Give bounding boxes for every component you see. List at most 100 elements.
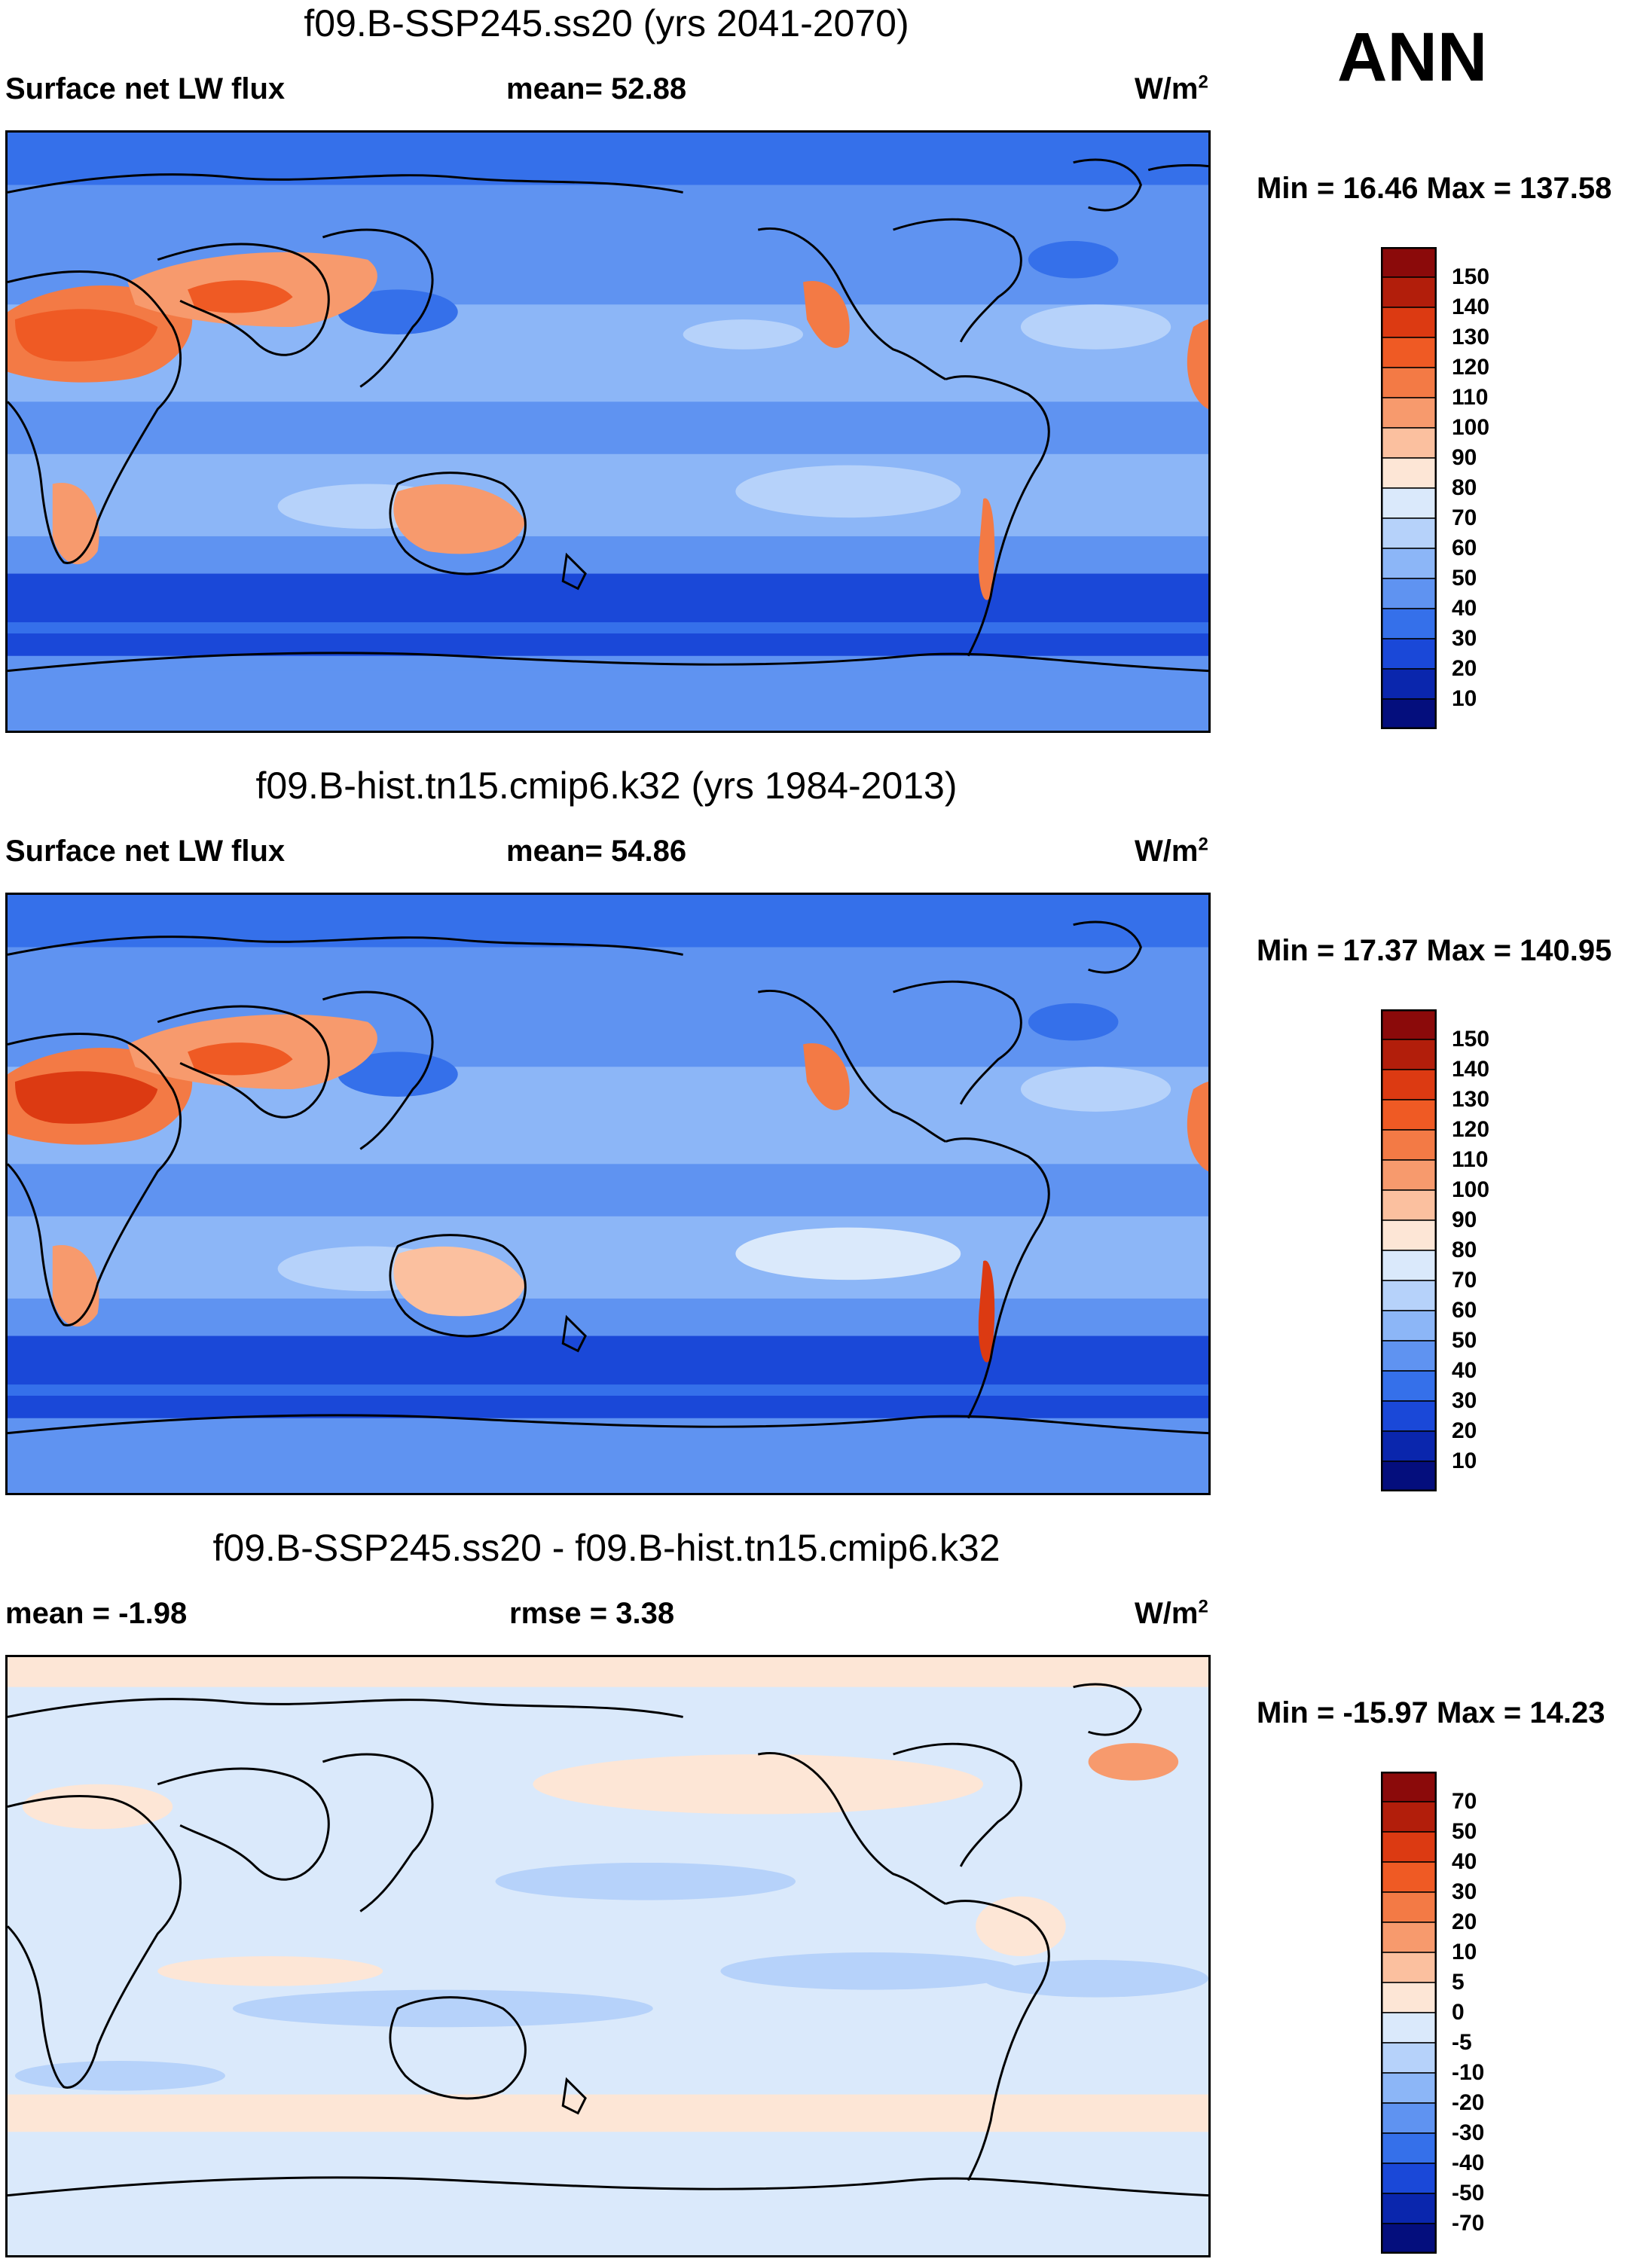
colorbar-swatch xyxy=(1381,1039,1437,1070)
colorbar-tick-label: 100 xyxy=(1452,415,1490,440)
panel-2-minmax: Min = 17.37 Max = 140.95 xyxy=(1257,934,1612,967)
colorbar-frame xyxy=(1381,1772,1437,2254)
colorbar-frame xyxy=(1381,1009,1437,1491)
colorbar-tick-label: 130 xyxy=(1452,1087,1490,1112)
colorbar-swatch xyxy=(1381,1009,1437,1040)
panel-3-units: W/m2 xyxy=(1135,1597,1208,1631)
colorbar-swatch xyxy=(1381,1340,1437,1372)
colorbar-tick-label: 40 xyxy=(1452,1849,1477,1874)
colorbar-tick-label: 150 xyxy=(1452,1027,1490,1052)
colorbar-tick-label: -30 xyxy=(1452,2120,1485,2145)
colorbar-swatch xyxy=(1381,1861,1437,1893)
colorbar-tick-label: 30 xyxy=(1452,1879,1477,1904)
season-label: ANN xyxy=(1337,19,1488,96)
panel-1-map xyxy=(5,130,1211,733)
colorbar-swatch xyxy=(1381,1250,1437,1281)
colorbar-tick-label: 50 xyxy=(1452,566,1477,591)
panel-2-map xyxy=(5,893,1211,1495)
colorbar-tick-label: 70 xyxy=(1452,1268,1477,1293)
colorbar-tick-label: 100 xyxy=(1452,1177,1490,1202)
colorbar-tick-label: 140 xyxy=(1452,1057,1490,1082)
colorbar-tick-label: 120 xyxy=(1452,355,1490,380)
band-sh-subtropics xyxy=(8,453,1208,536)
colorbar-swatch xyxy=(1381,1159,1437,1191)
units-base: W/m xyxy=(1135,835,1199,868)
band-southern-ocean-light xyxy=(8,622,1208,633)
colorbar-swatch xyxy=(1381,2102,1437,2134)
panel-3-rmse-label: rmse = 3.38 xyxy=(509,1597,675,1630)
west-sahara-edge xyxy=(1187,319,1208,410)
colorbar-swatch xyxy=(1381,1400,1437,1432)
band-antarctic xyxy=(8,670,1208,731)
colorbar-swatch xyxy=(1381,457,1437,489)
colorbar-tick-label: 50 xyxy=(1452,1819,1477,1844)
panel-3-colorbar xyxy=(1381,1772,1437,2254)
colorbar-tick-label: -50 xyxy=(1452,2181,1485,2205)
colorbar-tick-label: -5 xyxy=(1452,2030,1472,2055)
colorbar-swatch xyxy=(1381,1189,1437,1221)
colorbar-tick-label: -40 xyxy=(1452,2150,1485,2175)
panel-1-units: W/m2 xyxy=(1135,72,1208,106)
colorbar-swatch xyxy=(1381,1982,1437,2013)
colorbar-frame xyxy=(1381,247,1437,729)
australia-warm xyxy=(393,484,526,554)
colorbar-swatch xyxy=(1381,2193,1437,2224)
colorbar-tick-label: -10 xyxy=(1452,2060,1485,2085)
panel-3-map xyxy=(5,1655,1211,2257)
colorbar-tick-label: 70 xyxy=(1452,1789,1477,1814)
colorbar-swatch xyxy=(1381,397,1437,429)
colorbar-tick-label: 10 xyxy=(1452,1448,1477,1473)
colorbar-swatch xyxy=(1381,1310,1437,1342)
colorbar-swatch xyxy=(1381,1891,1437,1923)
colorbar-tick-label: 90 xyxy=(1452,445,1477,470)
colorbar-swatch xyxy=(1381,668,1437,700)
colorbar-tick-label: 20 xyxy=(1452,1909,1477,1934)
sahara-core xyxy=(14,309,158,362)
colorbar-swatch xyxy=(1381,337,1437,368)
colorbar-tick-label: 30 xyxy=(1452,626,1477,651)
panel-2-colorbar xyxy=(1381,1009,1437,1491)
units-exponent: 2 xyxy=(1198,1596,1208,1617)
colorbar-swatch xyxy=(1381,2042,1437,2074)
colorbar-swatch xyxy=(1381,307,1437,338)
colorbar-tick-label: 120 xyxy=(1452,1117,1490,1142)
colorbar-swatch xyxy=(1381,517,1437,549)
colorbar-swatch xyxy=(1381,2132,1437,2164)
colorbar-tick-label: 20 xyxy=(1452,1418,1477,1443)
panel-1-colorbar xyxy=(1381,247,1437,729)
colorbar-swatch xyxy=(1381,1831,1437,1863)
colorbar-tick-label: -20 xyxy=(1452,2090,1485,2115)
andes-warm xyxy=(978,498,995,600)
colorbar-tick-label: 40 xyxy=(1452,596,1477,621)
colorbar-swatch xyxy=(1381,276,1437,308)
colorbar-swatch xyxy=(1381,698,1437,729)
units-base: W/m xyxy=(1135,72,1199,105)
colorbar-swatch xyxy=(1381,2163,1437,2194)
colorbar-swatch xyxy=(1381,1099,1437,1131)
colorbar-tick-label: 130 xyxy=(1452,325,1490,350)
units-exponent: 2 xyxy=(1198,72,1208,93)
colorbar-swatch xyxy=(1381,548,1437,579)
colorbar-swatch xyxy=(1381,1801,1437,1833)
colorbar-swatch xyxy=(1381,1280,1437,1311)
units-base: W/m xyxy=(1135,1597,1199,1630)
colorbar-swatch xyxy=(1381,1069,1437,1100)
panel-3-title: f09.B-SSP245.ss20 - f09.B-hist.tn15.cmip… xyxy=(212,1527,1000,1569)
colorbar-tick-label: 10 xyxy=(1452,686,1477,711)
panel-3-mean-label: mean = -1.98 xyxy=(5,1597,188,1630)
arabia-core xyxy=(188,280,293,313)
units-exponent: 2 xyxy=(1198,834,1208,855)
south-africa-warm xyxy=(52,482,99,565)
band-southern-ocean xyxy=(8,573,1208,656)
colorbar-tick-label: 20 xyxy=(1452,656,1477,681)
panel-2-variable-label: Surface net LW flux xyxy=(5,835,286,868)
panel-2-title: f09.B-hist.tn15.cmip6.k32 (yrs 1984-2013… xyxy=(255,765,958,807)
colorbar-tick-label: -70 xyxy=(1452,2211,1485,2236)
panel-1-minmax: Min = 16.46 Max = 137.58 xyxy=(1257,172,1612,205)
colorbar-tick-label: 5 xyxy=(1452,1970,1465,1995)
colorbar-tick-label: 30 xyxy=(1452,1388,1477,1413)
colorbar-swatch xyxy=(1381,1219,1437,1251)
colorbar-swatch xyxy=(1381,1370,1437,1402)
colorbar-swatch xyxy=(1381,1772,1437,1802)
colorbar-tick-label: 110 xyxy=(1452,1147,1489,1172)
